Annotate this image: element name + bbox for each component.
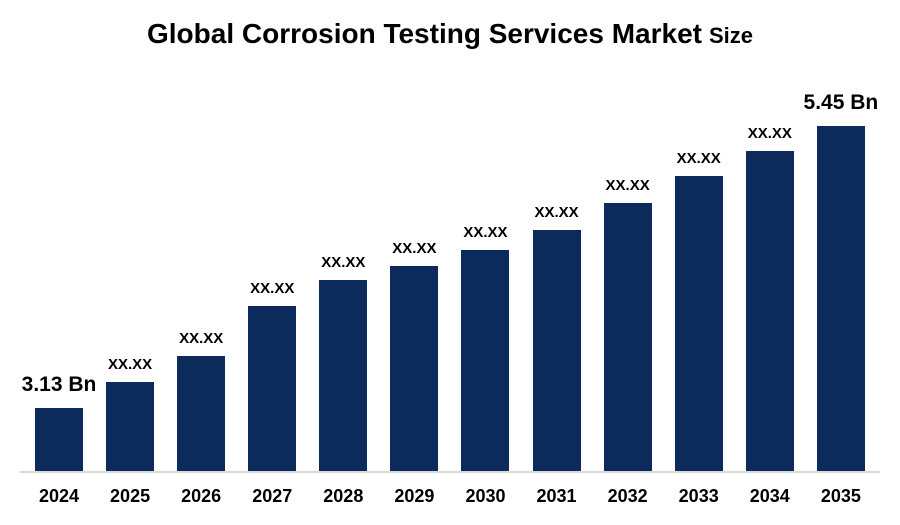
bar-2030 (461, 250, 510, 472)
bar-value-label-2031: XX.XX (534, 204, 579, 221)
bar-value-label-2033: XX.XX (676, 150, 721, 167)
bar-value-label-2030: XX.XX (463, 224, 508, 241)
bar-value-label-2024: 3.13 Bn (21, 373, 97, 396)
bar-2033 (674, 176, 723, 472)
x-axis-label-2030: 2030 (465, 486, 506, 506)
bar-group-2032: XX.XX (603, 177, 652, 472)
chart-title: Global Corrosion Testing Services Market… (0, 18, 900, 50)
bar-group-2024: 3.13 Bn (22, 373, 96, 472)
x-axis-labels: 2024 2025 2026 2027 2028 2029 2030 2031 2032 2033… (35, 486, 865, 507)
bar-value-label-2026: XX.XX (179, 330, 224, 347)
bar-value-label-2027: XX.XX (250, 280, 295, 297)
bar-group-2030: XX.XX (461, 224, 510, 472)
bar-2032 (603, 203, 652, 472)
bar-group-2028: XX.XX (319, 254, 368, 472)
bar-2028 (319, 280, 368, 472)
x-axis-line (20, 471, 880, 473)
bar-2031 (532, 230, 581, 472)
x-axis-label-2024: 2024 (38, 486, 80, 506)
x-axis-label-2029: 2029 (394, 486, 435, 506)
bar-group-2035: 5.45 Bn (804, 91, 878, 472)
bar-value-label-2029: XX.XX (392, 240, 437, 257)
x-axis-label-2028: 2028 (323, 486, 364, 506)
bar-value-label-2025: XX.XX (107, 356, 153, 373)
bar-2025 (106, 382, 155, 472)
x-axis-label-2031: 2031 (536, 486, 577, 506)
bar-2034 (745, 151, 794, 472)
bar-value-label-2035: 5.45 Bn (803, 91, 879, 114)
x-axis-label-2027: 2027 (252, 486, 293, 506)
x-axis-label-2035: 2035 (820, 486, 861, 506)
bar-2029 (390, 266, 439, 472)
x-axis-label-2034: 2034 (749, 486, 790, 506)
bar-group-2026: XX.XX (177, 330, 226, 472)
bar-2024 (35, 408, 83, 472)
bar-value-label-2028: XX.XX (321, 254, 366, 271)
x-axis-label-2033: 2033 (678, 486, 719, 506)
bar-group-2031: XX.XX (532, 204, 581, 472)
bar-2027 (248, 306, 297, 472)
chart-title-suffix: Size (708, 23, 753, 48)
bar-group-2025: XX.XX (106, 356, 155, 472)
x-axis-label-2025: 2025 (110, 486, 151, 506)
bar-group-2034: XX.XX (745, 125, 794, 472)
bar-group-2029: XX.XX (390, 240, 439, 472)
bar-value-label-2032: XX.XX (605, 177, 650, 194)
bar-2035 (816, 126, 865, 472)
x-axis-label-2026: 2026 (181, 486, 222, 506)
bars-container: 3.13 Bn XX.XX XX.XX XX.XX XX.XX XX.XX XX.XX XX.… (22, 90, 878, 472)
bar-value-label-2034: XX.XX (747, 125, 792, 142)
chart-title-main: Global Corrosion Testing Services Market (147, 18, 702, 49)
bar-2026 (177, 356, 226, 472)
bar-group-2027: XX.XX (248, 280, 297, 472)
x-axis-label-2032: 2032 (607, 486, 648, 506)
bar-group-2033: XX.XX (674, 150, 723, 472)
